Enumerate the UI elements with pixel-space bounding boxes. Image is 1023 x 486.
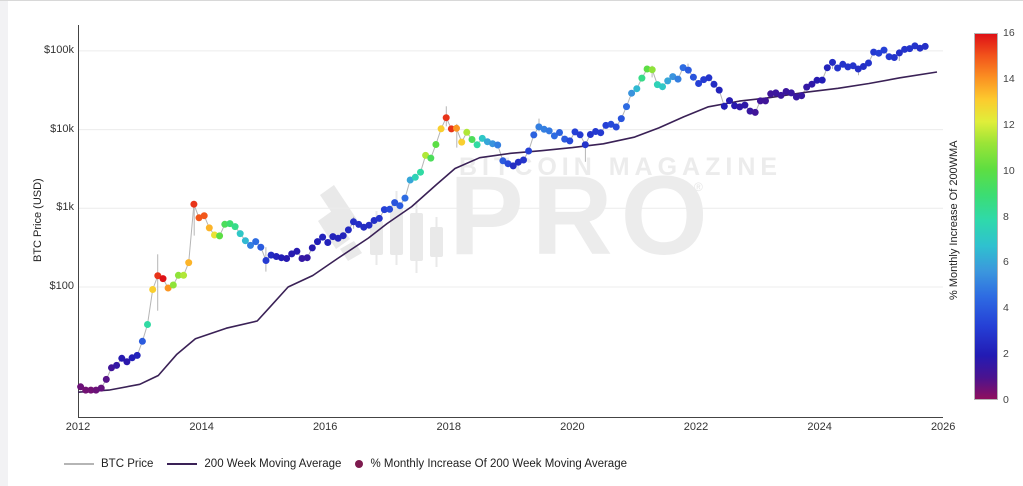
x-tick-label: 2016 bbox=[312, 421, 338, 433]
x-tick-label: 2018 bbox=[436, 421, 462, 433]
y-tick-label: $100k bbox=[44, 43, 74, 56]
legend-line-swatch-200wma bbox=[167, 463, 198, 465]
y-tick-label: $100 bbox=[49, 280, 74, 292]
window-top-border bbox=[0, 0, 1023, 1]
y-axis-title: BTC Price (USD) bbox=[32, 178, 44, 262]
x-tick-label: 2026 bbox=[930, 421, 956, 433]
window-left-gutter bbox=[0, 1, 8, 486]
colorbar-tick-label: 10 bbox=[1003, 164, 1015, 177]
colorbar-tick-label: 16 bbox=[1003, 27, 1015, 39]
legend-item-200wma[interactable]: 200 Week Moving Average bbox=[167, 458, 341, 470]
chart-plot-area[interactable] bbox=[0, 0, 1023, 455]
colorbar-tick-label: 14 bbox=[1003, 72, 1015, 85]
y-tick-label: $1k bbox=[56, 201, 74, 214]
x-tick-label: 2020 bbox=[560, 421, 585, 433]
x-tick-label: 2014 bbox=[189, 421, 214, 433]
watermark-registered-mark: ® bbox=[694, 180, 703, 194]
colorbar-tick-label: 8 bbox=[1003, 210, 1009, 223]
colorbar-title: % Monthly Increase Of 200WMA bbox=[948, 140, 960, 300]
x-tick-label: 2012 bbox=[65, 421, 91, 433]
x-tick-label: 2022 bbox=[683, 421, 709, 433]
colorbar-tick-label: 6 bbox=[1003, 256, 1009, 269]
colorbar-tick-label: 4 bbox=[1003, 302, 1009, 315]
colorbar-tick-label: 12 bbox=[1003, 118, 1015, 131]
legend-item-btc-price[interactable]: BTC Price bbox=[64, 458, 153, 470]
legend-item-pct-increase[interactable]: % Monthly Increase Of 200 Week Moving Av… bbox=[355, 458, 627, 470]
colorbar-tick-label: 0 bbox=[1003, 394, 1009, 406]
legend-label-pct: % Monthly Increase Of 200 Week Moving Av… bbox=[370, 458, 627, 470]
colorbar-gradient bbox=[974, 33, 998, 400]
legend-label-btc: BTC Price bbox=[101, 458, 154, 470]
y-tick-label: $10k bbox=[50, 122, 74, 135]
colorbar-tick-label: 2 bbox=[1003, 348, 1009, 361]
legend-dot-swatch-pct bbox=[355, 460, 364, 468]
x-tick-label: 2024 bbox=[807, 421, 832, 433]
legend-line-swatch-btc bbox=[64, 463, 94, 465]
chart-legend: BTC Price 200 Week Moving Average % Mont… bbox=[64, 458, 627, 470]
legend-label-200wma: 200 Week Moving Average bbox=[204, 458, 342, 470]
watermark-product-text: PRO bbox=[449, 153, 716, 278]
bitcoin-magazine-logo-watermark bbox=[318, 185, 443, 273]
